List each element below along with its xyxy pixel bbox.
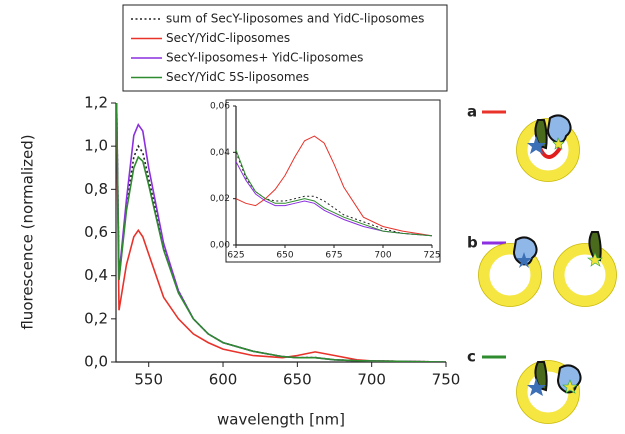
liposome-edge bbox=[478, 243, 542, 307]
star bbox=[516, 252, 532, 268]
legend-label: SecY/YidC 5S-liposomes bbox=[166, 70, 309, 84]
y-tick-label: 0,00 bbox=[210, 241, 230, 251]
panel-label: b bbox=[467, 234, 478, 252]
y-axis-title: fluorescence (normalized) bbox=[19, 134, 37, 329]
protein bbox=[534, 361, 548, 392]
x-axis-title: wavelength [nm] bbox=[217, 411, 345, 429]
main-chart: 550 600 650 700 750 0,0 0,2 0,4 0,6 0,8 1,0 1,2 bbox=[84, 94, 461, 389]
panel-label: c bbox=[467, 348, 476, 366]
x-tick-label: 700 bbox=[374, 251, 391, 261]
inset-chart: 625 650 675 700 725 0,00 0,02 0,04 0,06 bbox=[210, 102, 441, 261]
y-tick-label: 0,06 bbox=[210, 102, 230, 112]
data-line bbox=[116, 103, 446, 362]
liposome-edge bbox=[553, 243, 617, 307]
y-tick-label: 0,0 bbox=[84, 353, 108, 371]
protein bbox=[546, 114, 572, 144]
x-tick-label: 650 bbox=[283, 371, 312, 389]
y-tick-label: 0,6 bbox=[84, 223, 108, 241]
liposome bbox=[553, 243, 617, 307]
plot-area bbox=[236, 135, 432, 237]
data-line bbox=[236, 149, 432, 237]
inset-frame bbox=[225, 99, 441, 263]
protein bbox=[512, 236, 538, 266]
fret-arrow bbox=[538, 146, 562, 159]
diagram: a b c bbox=[467, 103, 617, 424]
data-line bbox=[236, 161, 432, 237]
x-tick-label: 600 bbox=[209, 371, 238, 389]
liposome-edge bbox=[516, 360, 580, 424]
y-tick-label: 0,2 bbox=[84, 309, 108, 327]
y-tick-label: 0,02 bbox=[210, 194, 230, 204]
star bbox=[527, 378, 546, 396]
x-tick-label: 750 bbox=[432, 371, 461, 389]
star bbox=[587, 252, 603, 267]
x-tick-label: 675 bbox=[325, 251, 342, 261]
y-tick-label: 1,0 bbox=[84, 137, 108, 155]
protein bbox=[534, 119, 548, 150]
x-tick-label: 550 bbox=[134, 371, 163, 389]
star bbox=[552, 137, 565, 150]
y-tick-label: 0,4 bbox=[84, 266, 108, 284]
panel-label: a bbox=[467, 103, 477, 121]
star bbox=[562, 379, 578, 394]
y-tick-label: 0,8 bbox=[84, 180, 108, 198]
protein bbox=[588, 231, 602, 262]
y-tick-label: 1,2 bbox=[84, 94, 108, 112]
plot-area bbox=[116, 103, 446, 362]
data-line bbox=[116, 103, 446, 362]
data-line bbox=[236, 135, 432, 237]
legend-label: SecY/YidC-liposomes bbox=[166, 31, 290, 45]
legend-label: SecY-liposomes+ YidC-liposomes bbox=[166, 51, 363, 65]
y-tick-label: 0,04 bbox=[210, 148, 230, 158]
x-tick-label: 650 bbox=[276, 251, 293, 261]
legend: sum of SecY-liposomes and YidC-liposomes… bbox=[131, 12, 424, 84]
liposome-edge bbox=[516, 118, 580, 182]
star bbox=[527, 136, 546, 154]
x-tick-label: 725 bbox=[423, 251, 440, 261]
x-tick-label: 625 bbox=[227, 251, 244, 261]
legend-label: sum of SecY-liposomes and YidC-liposomes bbox=[166, 12, 424, 26]
liposome bbox=[478, 243, 542, 307]
legend-frame bbox=[122, 4, 448, 92]
x-tick-label: 700 bbox=[357, 371, 386, 389]
